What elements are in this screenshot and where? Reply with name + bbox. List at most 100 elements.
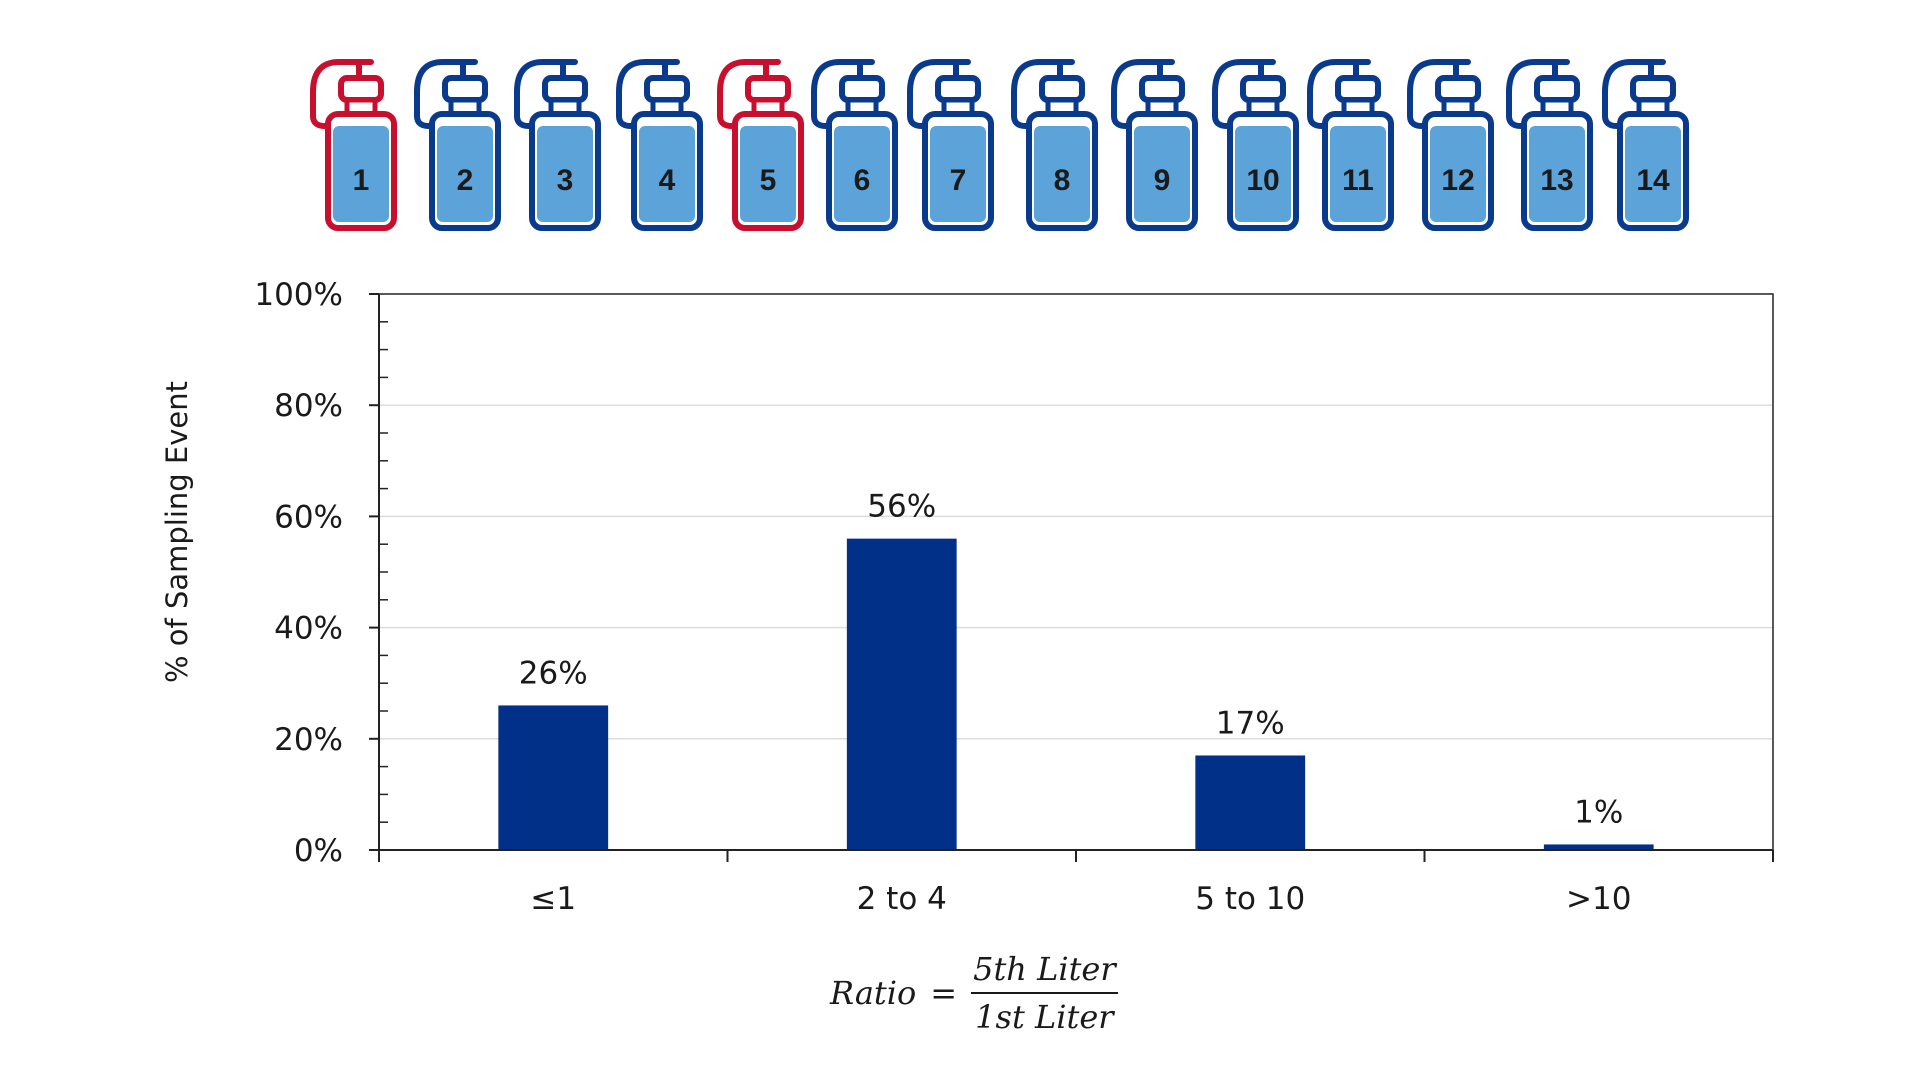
bottle-handle bbox=[717, 59, 781, 129]
bottle-water bbox=[930, 126, 986, 222]
formula-denominator: 1st Liter bbox=[975, 998, 1114, 1036]
bottle-icon: 12 bbox=[1407, 59, 1494, 231]
gridlines bbox=[379, 404, 1773, 740]
bottle-water bbox=[1330, 126, 1386, 222]
bottle-handle bbox=[1602, 59, 1666, 129]
bottle-icon: 9 bbox=[1111, 59, 1198, 231]
x-tick-label: 5 to 10 bbox=[1195, 881, 1305, 917]
bottle-cap bbox=[935, 75, 981, 103]
bottle-handle bbox=[1011, 59, 1075, 129]
bottle-icon: 5 bbox=[717, 59, 804, 231]
formula-equals: = bbox=[930, 974, 958, 1012]
bottle-number: 5 bbox=[760, 164, 777, 197]
bars bbox=[498, 538, 1654, 850]
bottle-icon: 13 bbox=[1506, 59, 1593, 231]
y-axis-label: % of Sampling Event bbox=[160, 381, 194, 683]
bottle-handle bbox=[1212, 59, 1276, 129]
bottle-handle bbox=[1506, 59, 1570, 129]
bottle-handle bbox=[811, 59, 875, 129]
bottle-cap bbox=[338, 75, 384, 103]
bottle-cap bbox=[1335, 75, 1381, 103]
bottle-number: 1 bbox=[353, 164, 370, 197]
bottle-cap bbox=[839, 75, 885, 103]
bottle-icon: 3 bbox=[514, 59, 601, 231]
bottle-icon: 6 bbox=[811, 59, 898, 231]
bottle-water bbox=[834, 126, 890, 222]
bottle-cap bbox=[644, 75, 690, 103]
bottle-handle bbox=[514, 59, 578, 129]
bottle-number: 6 bbox=[854, 164, 871, 197]
data-label: 17% bbox=[1216, 705, 1285, 741]
bottle-number: 7 bbox=[950, 164, 967, 197]
ratio-formula: Ratio = 5th Liter 1st Liter bbox=[830, 950, 1118, 1036]
bottle-number: 8 bbox=[1054, 164, 1071, 197]
bottle-row: 1 2 3 4 5 6 7 8 9 10 11 12 13 14 bbox=[310, 59, 1689, 231]
bottle-handle bbox=[616, 59, 680, 129]
bottle-water bbox=[740, 126, 796, 222]
bottle-water bbox=[1625, 126, 1681, 222]
bottle-handle bbox=[1111, 59, 1175, 129]
bar-3 bbox=[1195, 755, 1306, 850]
axes bbox=[369, 293, 1774, 862]
labels: 0% 20% 40% 60% 80% 100% 26% ≤1 56% 2 to 4 17% 5 to … bbox=[254, 277, 1631, 917]
bottle-number: 9 bbox=[1154, 164, 1171, 197]
bottle-number: 3 bbox=[557, 164, 574, 197]
bottle-number: 14 bbox=[1636, 164, 1670, 197]
bottle-cap bbox=[1039, 75, 1085, 103]
x-tick-label: ≤1 bbox=[530, 881, 576, 917]
bottle-water bbox=[1134, 126, 1190, 222]
formula-fraction: 5th Liter 1st Liter bbox=[971, 950, 1118, 1036]
data-label: 26% bbox=[519, 655, 588, 691]
bottle-water bbox=[537, 126, 593, 222]
bottle-cap bbox=[1435, 75, 1481, 103]
bottle-icon: 4 bbox=[616, 59, 703, 231]
bottle-water bbox=[639, 126, 695, 222]
y-tick-label: 0% bbox=[294, 833, 343, 869]
bottle-cap bbox=[1630, 75, 1676, 103]
bar-4 bbox=[1543, 844, 1654, 850]
bottle-cap bbox=[542, 75, 588, 103]
bottle-icon: 7 bbox=[907, 59, 994, 231]
y-tick-label: 40% bbox=[274, 611, 343, 647]
bottle-water bbox=[1529, 126, 1585, 222]
bar-2 bbox=[846, 538, 957, 850]
bottle-cap bbox=[1240, 75, 1286, 103]
y-tick-label: 100% bbox=[254, 277, 343, 313]
y-tick-label: 80% bbox=[274, 388, 343, 424]
bottle-icon: 8 bbox=[1011, 59, 1098, 231]
bottle-cap bbox=[442, 75, 488, 103]
bottle-handle bbox=[414, 59, 478, 129]
bottle-number: 2 bbox=[457, 164, 474, 197]
formula-numerator: 5th Liter bbox=[971, 950, 1118, 994]
bottle-icon: 14 bbox=[1602, 59, 1689, 231]
y-tick-label: 20% bbox=[274, 722, 343, 758]
bar-1 bbox=[498, 705, 609, 850]
bottle-number: 13 bbox=[1540, 164, 1573, 197]
bottle-icon: 2 bbox=[414, 59, 501, 231]
bottle-number: 12 bbox=[1441, 164, 1474, 197]
bottle-handle bbox=[1307, 59, 1371, 129]
bottle-number: 10 bbox=[1246, 164, 1279, 197]
data-label: 1% bbox=[1574, 794, 1623, 830]
bottle-cap bbox=[1534, 75, 1580, 103]
bottle-handle bbox=[907, 59, 971, 129]
bottle-handle bbox=[1407, 59, 1471, 129]
bottle-cap bbox=[1139, 75, 1185, 103]
bottle-cap bbox=[745, 75, 791, 103]
x-tick-label: 2 to 4 bbox=[857, 881, 947, 917]
data-label: 56% bbox=[867, 489, 936, 525]
bottle-number: 4 bbox=[659, 164, 676, 197]
formula-lhs: Ratio bbox=[830, 974, 917, 1012]
bottle-water bbox=[1034, 126, 1090, 222]
bottle-icon: 11 bbox=[1307, 59, 1394, 231]
bottle-water bbox=[1430, 126, 1486, 222]
bottle-water bbox=[333, 126, 389, 222]
bottle-water bbox=[437, 126, 493, 222]
bottle-icon: 10 bbox=[1212, 59, 1299, 231]
bottle-handle bbox=[310, 59, 374, 129]
bottle-water bbox=[1235, 126, 1291, 222]
x-tick-label: >10 bbox=[1566, 881, 1631, 917]
bottle-icon: 1 bbox=[310, 59, 397, 231]
bottle-number: 11 bbox=[1342, 164, 1374, 197]
